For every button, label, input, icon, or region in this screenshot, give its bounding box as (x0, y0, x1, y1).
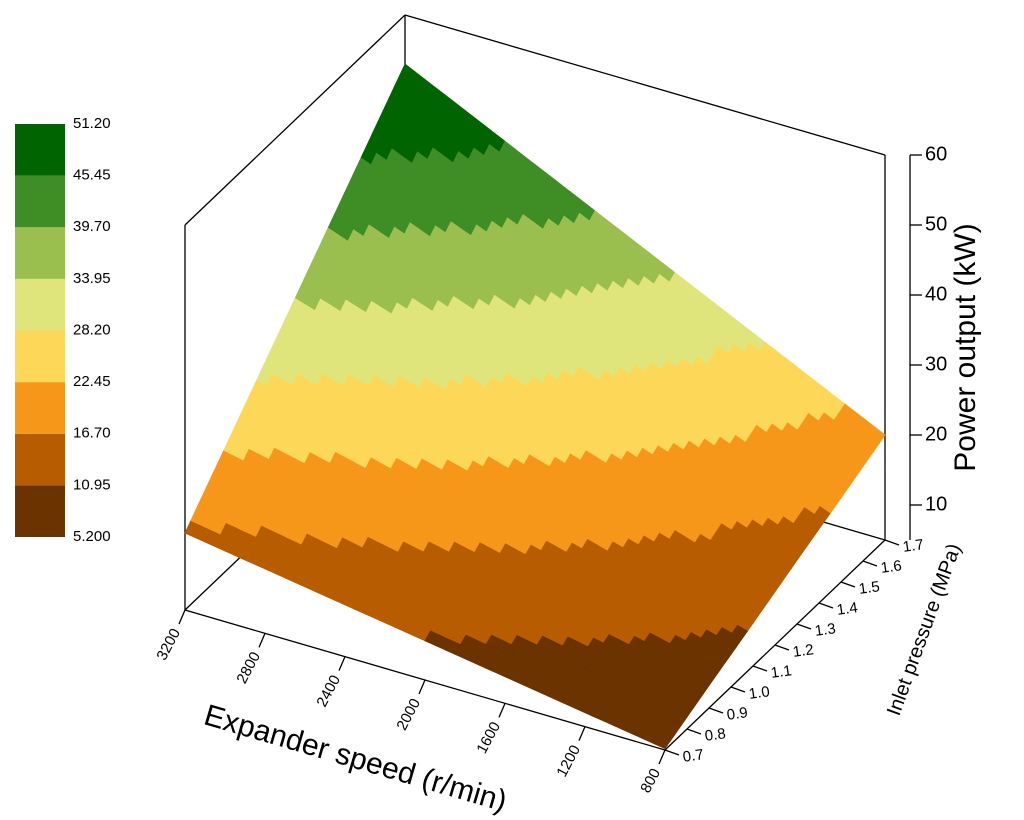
y-tick-label: 1.2 (792, 641, 815, 661)
colorbar-label: 51.20 (73, 115, 111, 132)
colorbar-swatch (15, 433, 65, 486)
colorbar-label: 39.70 (73, 218, 111, 235)
colorbar-swatch (15, 175, 65, 228)
y-tick (752, 665, 768, 672)
x-tick (658, 749, 666, 765)
x-tick-label: 800 (637, 766, 664, 796)
colorbar-label: 16.70 (73, 425, 111, 442)
y-tick (796, 623, 812, 630)
x-tick-label: 2800 (233, 649, 264, 686)
surface (184, 63, 886, 750)
z-tick-label: 60 (925, 143, 947, 165)
colorbar-swatch (15, 382, 65, 434)
box-edge (404, 14, 886, 156)
colorbar-label: 10.95 (73, 476, 111, 493)
z-tick-label: 10 (925, 493, 947, 515)
x-tick (418, 679, 426, 695)
x-tick-label: 1600 (473, 719, 504, 756)
y-tick-label: 1.1 (770, 662, 793, 682)
y-tick (774, 644, 790, 651)
y-tick (686, 728, 702, 735)
z-tick-label: 50 (925, 213, 947, 235)
y-tick-label: 0.9 (726, 704, 749, 724)
y-tick-label: 1.6 (880, 557, 903, 577)
y-tick (664, 749, 680, 756)
y-tick-label: 1.3 (814, 620, 837, 640)
y-tick-label: 1.0 (748, 683, 771, 703)
colorbar-label: 33.95 (73, 270, 111, 287)
z-tick-label: 30 (925, 353, 947, 375)
x-axis-title: Expander speed (r/min) (200, 699, 510, 819)
colorbar-label: 45.45 (73, 167, 111, 184)
colorbar-swatch (15, 278, 65, 331)
surface-patch (654, 735, 672, 750)
x-tick-label: 1200 (553, 742, 584, 779)
x-tick-label: 3200 (153, 626, 184, 663)
box-edge (184, 14, 406, 226)
x-tick (338, 656, 346, 671)
z-tick-label: 40 (925, 283, 947, 305)
y-tick (818, 602, 834, 609)
x-tick-label: 2400 (313, 672, 344, 709)
y-tick-label: 1.7 (902, 536, 925, 556)
colorbar-label: 5.200 (73, 528, 111, 545)
colorbar-label: 28.20 (73, 321, 111, 338)
y-tick (884, 539, 900, 546)
z-tick-label: 20 (925, 423, 947, 445)
x-tick (178, 609, 186, 625)
x-tick (258, 633, 266, 648)
y-tick-label: 0.8 (704, 725, 727, 745)
colorbar-swatch (15, 227, 65, 279)
colorbar-swatch (15, 330, 65, 383)
y-tick (708, 707, 724, 714)
z-axis-title: Power output (kW) (949, 223, 982, 471)
y-tick-label: 1.4 (836, 599, 859, 619)
colorbar-swatch (15, 124, 65, 176)
x-tick-label: 2000 (393, 696, 424, 733)
y-tick-label: 0.7 (682, 746, 705, 766)
y-tick (840, 581, 856, 588)
y-tick (862, 560, 878, 567)
colorbar-swatch (15, 485, 65, 537)
y-tick-label: 1.5 (858, 578, 881, 598)
y-tick (730, 686, 746, 693)
x-tick (498, 703, 506, 718)
x-tick (578, 726, 586, 741)
colorbar-label: 22.45 (73, 373, 111, 390)
